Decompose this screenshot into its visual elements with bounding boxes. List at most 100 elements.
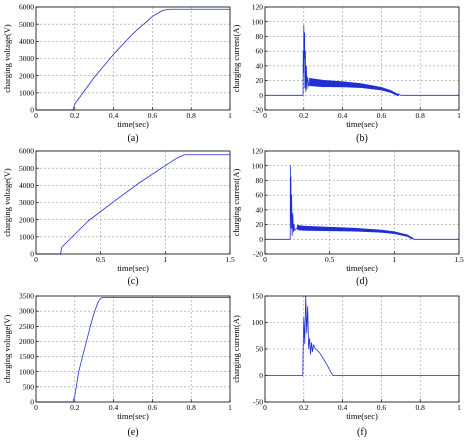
- y-tick-label: 3000: [19, 54, 34, 63]
- x-tick-label: 0.6: [377, 111, 387, 120]
- y-tick-label: 40: [256, 205, 264, 214]
- panel-caption: (b): [356, 133, 368, 144]
- y-tick-label: 3000: [19, 198, 34, 207]
- y-tick-label: 1000: [19, 88, 34, 97]
- series-line: [36, 154, 230, 255]
- x-axis-label: time(sec): [346, 119, 378, 129]
- panel-caption: (e): [127, 427, 138, 438]
- series-line: [265, 295, 459, 376]
- y-axis-label: charging current(A): [231, 25, 241, 93]
- y-tick-label: 4000: [19, 181, 34, 190]
- y-tick-label: 2000: [19, 71, 34, 80]
- plot-area: [36, 296, 230, 402]
- x-tick-label: 0: [263, 255, 267, 264]
- y-tick-label: 0: [259, 235, 263, 244]
- x-tick-label: 0.4: [338, 403, 348, 412]
- x-tick-label: 0.2: [299, 111, 309, 120]
- y-tick-label: 0: [30, 250, 34, 259]
- axes-frame: [264, 6, 460, 111]
- x-axis-label: time(sec): [346, 411, 378, 421]
- y-tick-label: 6000: [19, 3, 34, 12]
- x-tick-label: 0.6: [377, 403, 387, 412]
- x-tick-label: 0.2: [70, 403, 80, 412]
- x-tick-label: 0.6: [148, 111, 158, 120]
- y-tick-label: 1500: [19, 352, 34, 361]
- x-tick-label: 0.2: [70, 111, 80, 120]
- y-tick-label: 0: [30, 398, 34, 407]
- x-tick-label: 0: [263, 403, 267, 412]
- y-tick-label: 0: [259, 91, 263, 100]
- chart-panel-e: 0 0.2 0.4 0.6 0.8 1 0 500 1000 1500 2000 2500 3000 35…: [2, 292, 232, 438]
- series-line: [36, 297, 230, 403]
- chart-panel-b: 0 0.2 0.4 0.6 0.8 1-20020406080100120time(sec…: [231, 3, 461, 144]
- y-tick-label: 120: [252, 147, 264, 156]
- axes-frame: [264, 150, 460, 255]
- panel-caption: (d): [356, 276, 368, 287]
- x-axis-label: time(sec): [117, 411, 149, 421]
- y-tick-label: 60: [256, 47, 264, 56]
- x-tick-label: 0.8: [187, 111, 197, 120]
- x-tick-label: 0.6: [148, 403, 158, 412]
- y-axis-label: charging current(A): [231, 169, 241, 237]
- y-tick-label: 0: [259, 371, 263, 380]
- x-axis-label: time(sec): [117, 263, 149, 273]
- y-tick-label: 100: [252, 17, 264, 26]
- series-line: [265, 165, 459, 240]
- plot-area: [265, 7, 459, 110]
- y-tick-label: 80: [256, 32, 264, 41]
- chart-panel-a: 0 0.2 0.4 0.6 0.8 1 0 1000 2000 3000 4000 5000 6000 t…: [2, 3, 232, 144]
- y-tick-label: 40: [256, 61, 264, 70]
- y-tick-label: 500: [23, 382, 35, 391]
- y-axis-label: charging voltage(V): [2, 315, 12, 384]
- y-tick-label: 120: [252, 3, 264, 12]
- y-tick-label: -50: [253, 398, 263, 407]
- series-line: [265, 24, 459, 96]
- x-tick-label: 0.8: [187, 403, 197, 412]
- x-tick-label: 0.4: [338, 111, 348, 120]
- y-tick-label: 5000: [19, 20, 34, 29]
- chart-panel-c: 0 0.5 1 1.5 0 1000 2000 3000 4000 5000 6000 time(se…: [2, 147, 235, 287]
- x-tick-label: 0.5: [96, 255, 106, 264]
- y-axis-label: charging voltage(V): [2, 168, 12, 237]
- x-tick-label: 0.4: [109, 111, 119, 120]
- y-tick-label: 3000: [19, 307, 34, 316]
- y-tick-label: 50: [256, 345, 264, 354]
- y-tick-label: 20: [256, 220, 264, 229]
- axes-frame: [264, 295, 460, 403]
- axes-frame: [35, 295, 231, 403]
- y-tick-label: 2500: [19, 322, 34, 331]
- y-tick-label: -20: [253, 250, 263, 259]
- x-tick-label: 1.5: [225, 255, 235, 264]
- x-axis-label: time(sec): [117, 119, 149, 129]
- x-tick-label: 1: [228, 403, 232, 412]
- y-tick-label: 20: [256, 76, 264, 85]
- plot-area: [265, 151, 459, 254]
- y-tick-label: 4000: [19, 37, 34, 46]
- y-tick-label: -20: [253, 106, 263, 115]
- x-tick-label: 1: [163, 255, 167, 264]
- x-tick-label: 0.4: [109, 403, 119, 412]
- y-tick-label: 100: [252, 161, 264, 170]
- axes-frame: [35, 6, 231, 111]
- x-tick-label: 0.8: [416, 111, 426, 120]
- panel-caption: (c): [127, 276, 138, 287]
- y-tick-label: 150: [252, 292, 264, 301]
- y-tick-label: 60: [256, 191, 264, 200]
- x-axis-label: time(sec): [346, 263, 378, 273]
- x-tick-label: 1: [457, 111, 461, 120]
- x-tick-label: 0.5: [325, 255, 335, 264]
- x-tick-label: 0: [34, 255, 38, 264]
- y-tick-label: 2000: [19, 337, 34, 346]
- axes-frame: [35, 150, 231, 255]
- x-tick-label: 0.8: [416, 403, 426, 412]
- panel-caption: (f): [357, 427, 367, 438]
- y-tick-label: 1000: [19, 367, 34, 376]
- y-tick-label: 1000: [19, 232, 34, 241]
- x-tick-label: 0: [263, 111, 267, 120]
- x-tick-label: 0.2: [299, 403, 309, 412]
- chart-panel-d: 0 0.5 1 1.5-20020406080100120time(sec)charg…: [231, 147, 464, 287]
- x-tick-label: 1.5: [454, 255, 464, 264]
- panel-caption: (a): [127, 133, 138, 144]
- y-axis-label: charging voltage(V): [2, 24, 12, 93]
